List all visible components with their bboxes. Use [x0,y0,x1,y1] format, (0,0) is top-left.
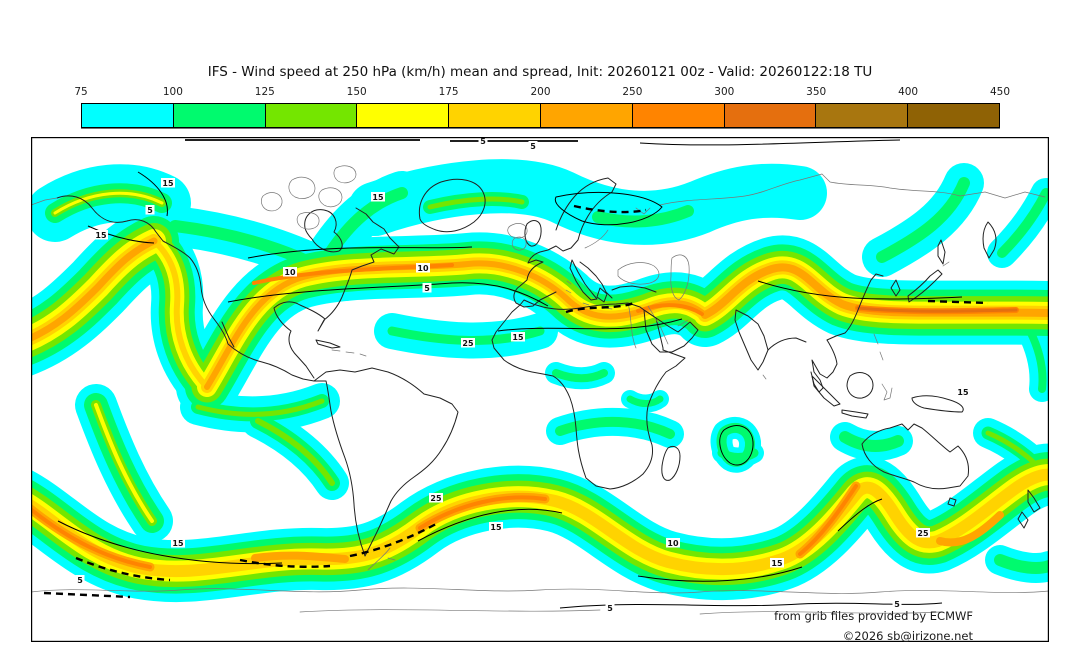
contour-label: 10 [416,263,430,273]
svg-text:5: 5 [607,604,613,613]
attribution-copyright: ©2026 sb@irizone.net [842,629,973,643]
contour-label: 15 [770,558,784,568]
contour-label: 5 [145,205,155,215]
svg-text:5: 5 [147,206,153,215]
wind-speed-bands [31,183,1049,571]
colorbar-segment [724,104,817,127]
contour-label: 15 [161,178,175,188]
colorbar-segment [265,104,358,127]
contour-label: 5 [75,575,85,585]
contour-label: 5 [422,283,432,293]
colorbar-tick: 450 [989,86,1011,98]
map-frame [31,137,1049,642]
contour-label: 10 [283,267,297,277]
contour-label: 5 [528,141,538,151]
svg-text:10: 10 [667,539,679,548]
colorbar-segment [632,104,725,127]
colorbar-segment [540,104,633,127]
svg-text:15: 15 [95,231,107,240]
svg-text:5: 5 [424,284,430,293]
colorbar-tick: 400 [898,86,919,98]
contour-label: 10 [666,538,680,548]
colorbar-segment [908,104,999,127]
colorbar-tick: 300 [714,86,735,98]
contour-label: 5 [892,599,902,609]
colorbar-tick: 100 [162,86,183,98]
svg-text:15: 15 [957,388,969,397]
contour-label: 15 [956,387,970,397]
colorbar-tick: 150 [346,86,367,98]
colorbar [81,103,1000,128]
colorbar-tick: 350 [806,86,827,98]
contour-label: 15 [171,538,185,548]
contour-label: 5 [605,603,615,613]
colorbar-tick: 200 [530,86,551,98]
svg-text:5: 5 [894,600,900,609]
colorbar-segment [449,104,541,127]
colorbar-tick: 250 [622,86,643,98]
svg-text:25: 25 [430,494,442,503]
svg-text:15: 15 [490,523,502,532]
colorbar-tick: 75 [74,86,88,98]
colorbar-segment [357,104,450,127]
contour-labels: 5 5 15 15 5 15 10 10 5 25 15 15 25 15 15 10 15 25 5 5 5 [75,137,970,613]
contour-label: 5 [478,137,488,146]
attribution-ecmwf: from grib files provided by ECMWF [774,609,973,623]
colorbar-segment [816,104,909,127]
colorbar-segment [82,104,174,127]
svg-text:10: 10 [284,268,296,277]
svg-text:5: 5 [530,142,536,151]
chart-title: IFS - Wind speed at 250 hPa (km/h) mean … [207,64,873,80]
colorbar-tick: 125 [254,86,275,98]
svg-text:15: 15 [172,539,184,548]
svg-text:5: 5 [480,137,486,146]
contour-label: 25 [461,338,475,348]
svg-text:15: 15 [512,333,524,342]
colorbar-segment [173,104,266,127]
svg-text:15: 15 [372,193,384,202]
svg-text:5: 5 [77,576,83,585]
svg-text:25: 25 [462,339,474,348]
svg-text:15: 15 [771,559,783,568]
contour-label: 15 [489,522,503,532]
contour-label: 15 [94,230,108,240]
svg-text:25: 25 [917,529,929,538]
colorbar-tick: 175 [438,86,459,98]
coastlines [31,165,1049,615]
contour-label: 15 [511,332,525,342]
contour-label: 25 [916,528,930,538]
svg-text:10: 10 [417,264,429,273]
contour-label: 15 [371,192,385,202]
map-canvas: 5 5 15 15 5 15 10 10 5 25 15 15 25 15 15 10 15 25 5 5 5 [31,137,1049,642]
svg-text:15: 15 [162,179,174,188]
world-map: 5 5 15 15 5 15 10 10 5 25 15 15 25 15 15 10 15 25 5 5 5 [31,137,1049,642]
contour-label: 25 [429,493,443,503]
